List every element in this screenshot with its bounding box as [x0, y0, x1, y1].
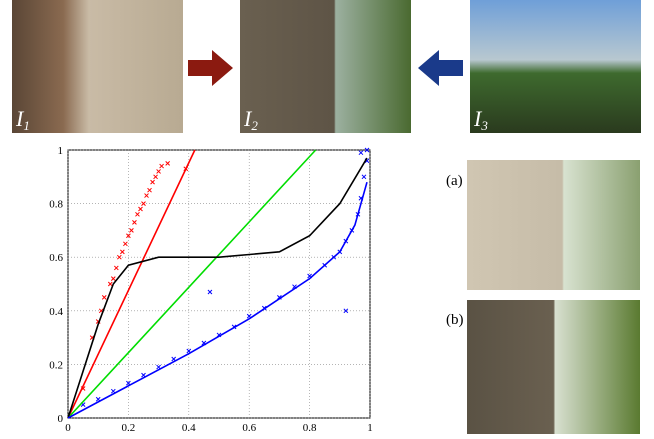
x-tick-label: 0 — [65, 422, 71, 434]
point — [144, 193, 149, 198]
panel-label: (b) — [446, 312, 464, 328]
photo — [467, 160, 640, 290]
image-label: I2 — [243, 106, 258, 133]
point — [138, 206, 143, 212]
x-tick-label: 0.6 — [242, 422, 256, 434]
x-tick-label: 1 — [367, 422, 373, 434]
point — [141, 201, 146, 206]
point — [150, 179, 155, 185]
point — [101, 295, 107, 300]
y-tick-label: 0.6 — [49, 252, 63, 264]
panel-label: (a) — [446, 173, 463, 189]
point — [156, 169, 161, 174]
photo — [470, 0, 641, 133]
plot: 0 0.2 0.4 0.6 0.8 1 0 0.2 0.4 0.6 0.8 1 — [49, 145, 373, 434]
point — [358, 150, 364, 156]
point — [343, 308, 349, 314]
plot-area — [67, 149, 371, 419]
point — [132, 220, 137, 225]
y-tick-label: 0 — [58, 413, 64, 425]
image-label: I3 — [473, 106, 488, 133]
point — [153, 174, 158, 180]
line — [67, 149, 317, 419]
image-label: I1 — [15, 106, 30, 133]
x-tick-label: 0.4 — [182, 422, 196, 434]
line — [67, 149, 196, 419]
y-tick-label: 1 — [58, 145, 64, 157]
point — [116, 254, 122, 260]
y-tick-label: 0.4 — [49, 306, 63, 318]
y-tick-label: 0.8 — [49, 199, 63, 211]
y-tick-label: 0.2 — [49, 359, 63, 371]
point — [120, 249, 125, 255]
point — [147, 187, 152, 193]
x-tick-label: 0.8 — [303, 422, 317, 434]
point — [126, 233, 131, 239]
arrow — [418, 50, 463, 86]
point — [129, 228, 134, 233]
point — [207, 289, 213, 295]
x-tick-label: 0.2 — [122, 422, 136, 434]
point — [135, 211, 140, 217]
photo — [12, 0, 183, 133]
line — [67, 157, 368, 419]
point — [364, 147, 370, 153]
point — [107, 281, 113, 287]
point — [110, 276, 116, 281]
point — [159, 163, 164, 169]
point — [123, 241, 128, 247]
photo — [240, 0, 411, 133]
point — [361, 174, 367, 180]
arrow — [188, 50, 233, 86]
line — [67, 181, 368, 419]
point — [113, 265, 119, 271]
point — [165, 161, 171, 166]
photo — [467, 300, 640, 434]
